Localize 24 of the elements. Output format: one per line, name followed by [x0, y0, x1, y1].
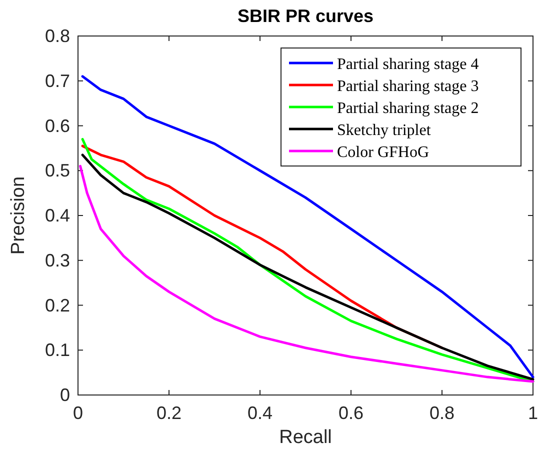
- x-axis-title: Recall: [279, 427, 332, 448]
- legend-label: Color GFHoG: [337, 144, 430, 161]
- legend-label: Partial sharing stage 3: [337, 78, 479, 95]
- y-tick-label: 0.1: [44, 340, 70, 360]
- y-tick-label: 0.2: [44, 295, 70, 316]
- y-tick-label: 0.3: [44, 250, 70, 270]
- x-tick-label: 0.4: [247, 403, 273, 423]
- x-tick-label: 0.6: [338, 403, 364, 423]
- y-tick-label: 0.7: [44, 70, 70, 91]
- x-tick-label: 0: [72, 403, 84, 423]
- legend-label: Partial sharing stage 2: [337, 100, 479, 117]
- y-tick-label: 0.5: [44, 160, 70, 181]
- x-tick-label: 0.8: [429, 403, 455, 423]
- y-tick-label: 0: [60, 385, 70, 405]
- chart-title: SBIR PR curves: [237, 6, 374, 26]
- y-axis-title: Precision: [8, 176, 29, 255]
- legend-label: Partial sharing stage 4: [337, 56, 479, 73]
- y-tick-label: 0.4: [44, 206, 70, 226]
- x-tick-label: 1: [528, 403, 538, 423]
- legend-label: Sketchy triplet: [337, 122, 432, 139]
- y-tick-label: 0.6: [44, 116, 70, 136]
- line-series: [81, 75, 534, 378]
- y-tick-label: 0.8: [44, 26, 70, 46]
- x-tick-label: 0.2: [156, 403, 182, 423]
